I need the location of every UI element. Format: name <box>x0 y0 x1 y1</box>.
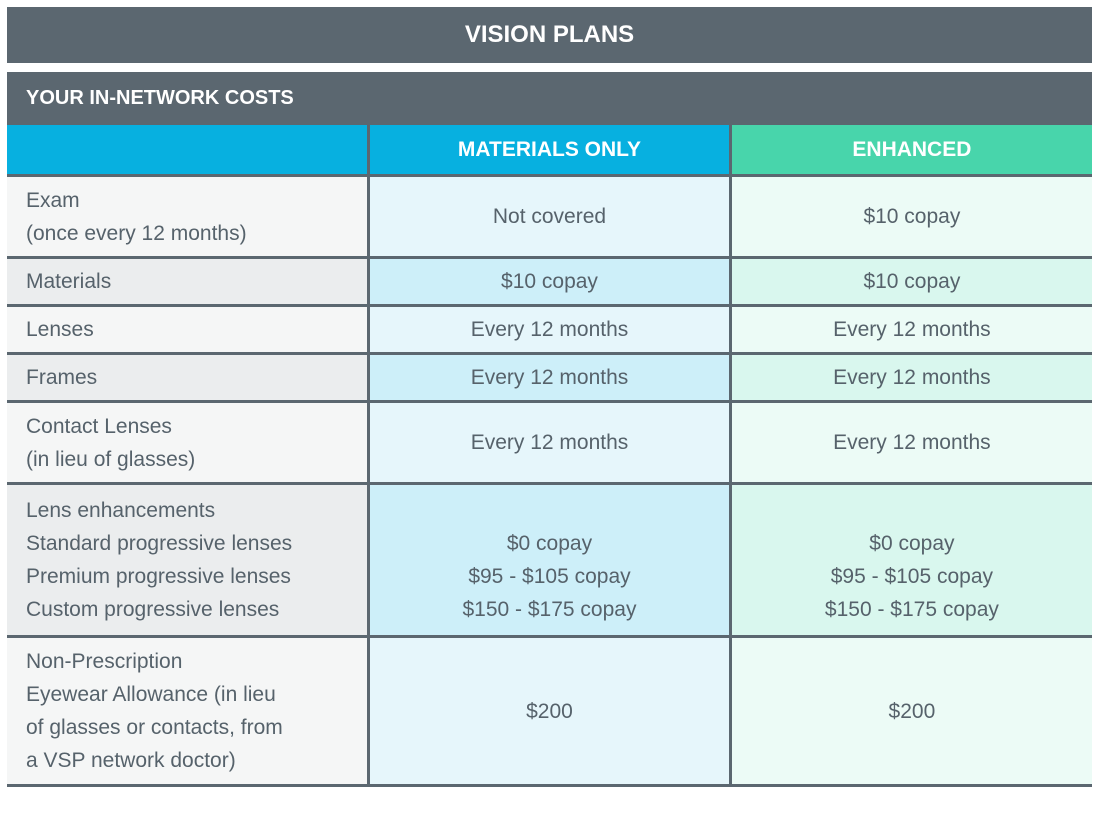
enhanced-value: Every 12 months <box>728 304 1092 355</box>
table-row: Frames Every 12 months Every 12 months <box>7 352 1092 403</box>
cell-line: $10 copay <box>863 270 961 293</box>
materials-only-value: Every 12 months <box>367 304 732 355</box>
cell-line: (in lieu of glasses) <box>26 447 196 471</box>
benefit-label: Lenses <box>7 304 371 355</box>
cell-line: Lenses <box>26 318 94 341</box>
cell-line: a VSP network doctor) <box>26 749 236 772</box>
table-row: Lens enhancements Standard progressive le… <box>7 482 1092 638</box>
cell-line: Eyewear Allowance (in lieu <box>26 683 276 706</box>
cell-line: Standard progressive lenses <box>26 532 293 555</box>
cell-line: $95 - $105 copay <box>468 565 631 588</box>
cell-line: $150 - $175 copay <box>462 598 637 621</box>
cell-line: Premium progressive lenses <box>26 565 291 588</box>
benefit-label: Non-Prescription Eyewear Allowance (in li… <box>7 635 371 787</box>
column-header-enhanced: ENHANCED <box>728 125 1092 177</box>
table-row: Lenses Every 12 months Every 12 months <box>7 304 1092 355</box>
cell-line: $200 <box>526 699 573 723</box>
cell-line: Every 12 months <box>470 318 629 341</box>
cell-line <box>370 494 729 527</box>
enhanced-value: Every 12 months <box>728 400 1092 485</box>
cell-line: (once every 12 months) <box>26 221 247 245</box>
cell-line: $200 <box>888 699 936 723</box>
cell-line: Contact Lenses <box>26 414 172 438</box>
table-row: Exam (once every 12 months) Not covered $10… <box>7 174 1092 259</box>
materials-only-value: $10 copay <box>367 256 732 307</box>
enhanced-value: $200 <box>728 635 1092 787</box>
cell-line: Non-Prescription <box>26 650 183 673</box>
cell-line: $150 - $175 copay <box>824 598 999 621</box>
materials-only-value: $0 copay $95 - $105 copay $150 - $175 copa… <box>367 482 732 638</box>
column-header-benefit <box>7 125 371 177</box>
cell-line: Lens enhancements <box>26 499 216 522</box>
materials-only-value: $200 <box>367 635 732 787</box>
materials-only-value: Every 12 months <box>367 400 732 485</box>
benefit-label: Materials <box>7 256 371 307</box>
materials-only-value: Not covered <box>367 174 732 259</box>
table-row: Contact Lenses (in lieu of glasses) Every … <box>7 400 1092 485</box>
cell-line: $10 copay <box>863 205 961 228</box>
cell-line: Every 12 months <box>833 431 991 454</box>
cell-line: Not covered <box>492 205 607 228</box>
cell-line: Every 12 months <box>833 318 991 341</box>
table-row: Materials $10 copay $10 copay <box>7 256 1092 307</box>
cell-line <box>732 494 1092 527</box>
vision-plans-table: YOUR IN-NETWORK COSTS MATERIALS ONLY ENH… <box>7 72 1092 787</box>
benefit-label: Frames <box>7 352 371 403</box>
enhanced-value: Every 12 months <box>728 352 1092 403</box>
cell-line: Custom progressive lenses <box>26 598 280 621</box>
enhanced-value: $10 copay <box>728 256 1092 307</box>
benefit-label: Exam (once every 12 months) <box>7 174 371 259</box>
cell-line: $0 copay <box>506 532 593 555</box>
cell-line: $95 - $105 copay <box>830 565 994 588</box>
materials-only-value: Every 12 months <box>367 352 732 403</box>
cell-line: Every 12 months <box>470 431 629 454</box>
benefit-label: Lens enhancements Standard progressive le… <box>7 482 371 638</box>
cell-line: Every 12 months <box>833 366 991 389</box>
cell-line: Exam <box>26 188 80 212</box>
page-title: VISION PLANS <box>7 7 1092 63</box>
cell-line: of glasses or contacts, from <box>26 716 283 739</box>
cell-line: $10 copay <box>501 270 598 293</box>
enhanced-value: $0 copay $95 - $105 copay $150 - $175 copa… <box>728 482 1092 638</box>
table-row: Non-Prescription Eyewear Allowance (in li… <box>7 635 1092 787</box>
cell-line: Frames <box>26 366 98 389</box>
benefit-label: Contact Lenses (in lieu of glasses) <box>7 400 371 485</box>
enhanced-value: $10 copay <box>728 174 1092 259</box>
column-header-materials-only: MATERIALS ONLY <box>367 125 732 177</box>
section-header: YOUR IN-NETWORK COSTS <box>7 72 1092 125</box>
cell-line: $0 copay <box>869 532 955 555</box>
cell-line: Every 12 months <box>470 366 629 389</box>
cell-line: Materials <box>26 270 112 293</box>
